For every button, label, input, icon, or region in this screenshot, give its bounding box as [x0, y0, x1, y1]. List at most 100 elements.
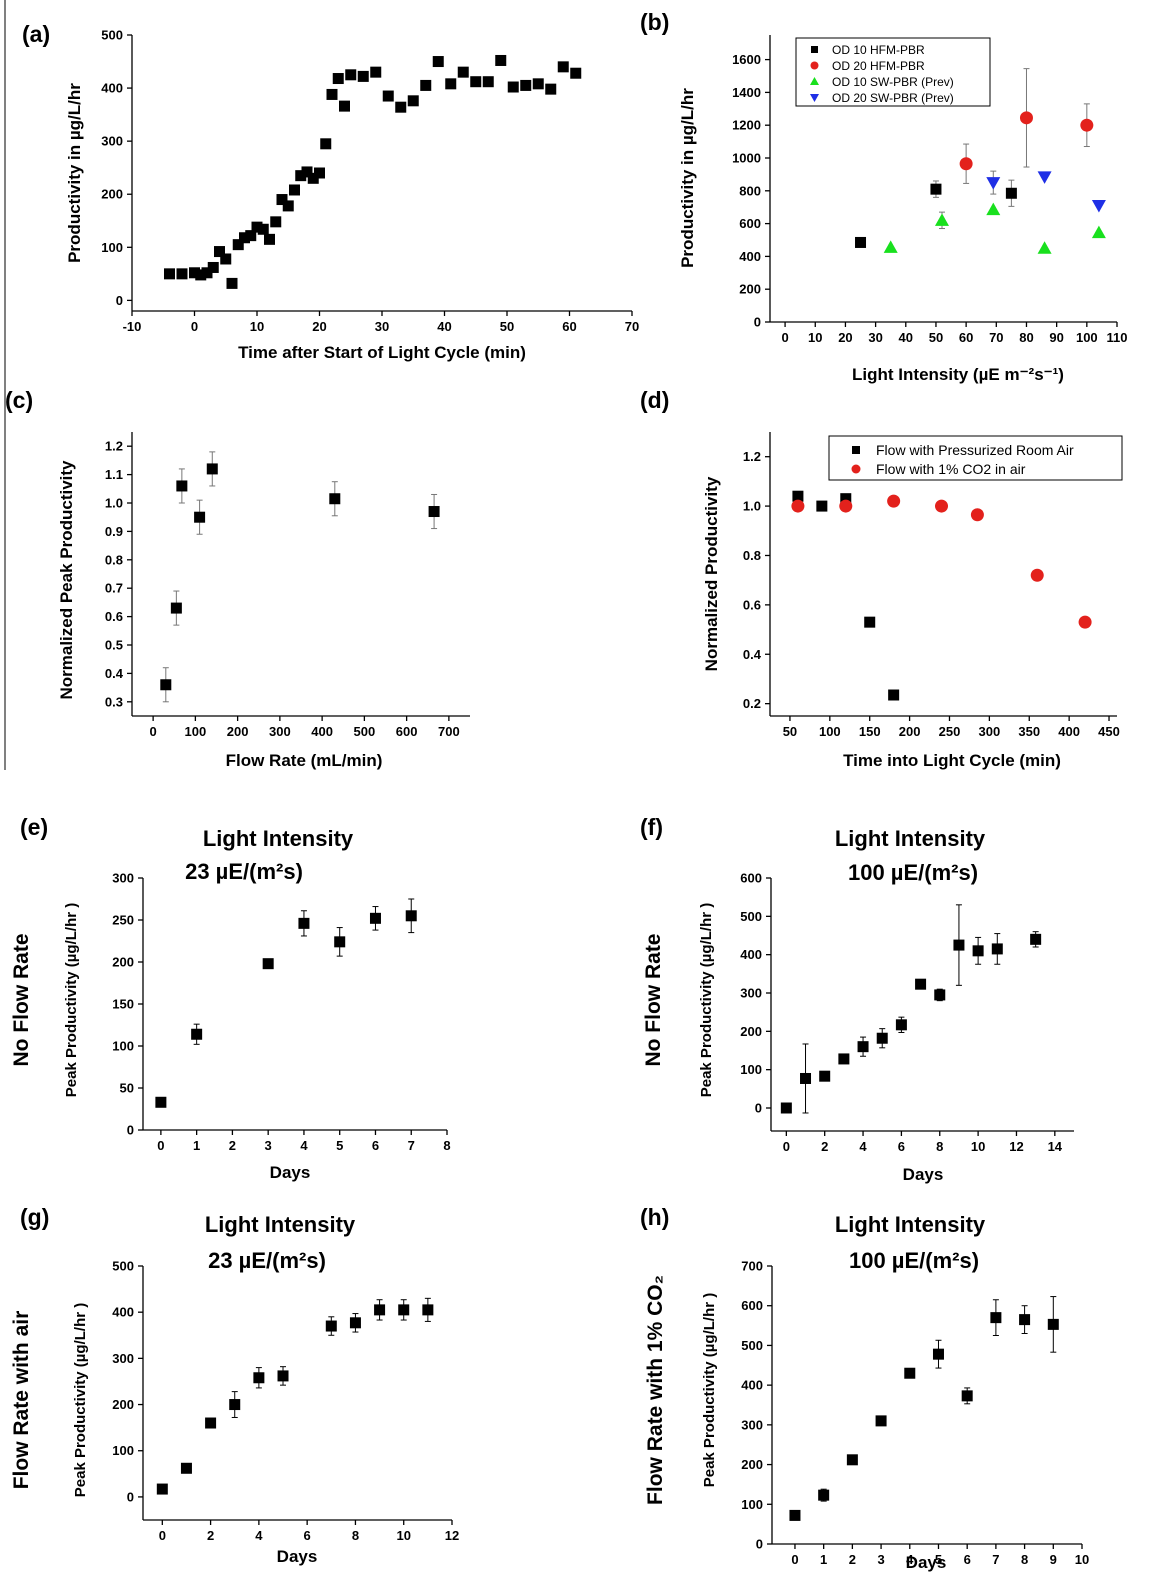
- x-tick-label: 60: [562, 319, 576, 334]
- legend-swatch: [851, 464, 861, 474]
- legend-label: OD 20 SW-PBR (Prev): [832, 91, 954, 105]
- data-point: [245, 230, 257, 242]
- y-tick-label: 100: [101, 240, 123, 255]
- data-point: [407, 95, 419, 107]
- data-point: [904, 1367, 916, 1379]
- data-point: [295, 170, 307, 182]
- chart-panel-b: (b) 0 10 20 30 40 50 60 70 80 90 100 110 0 200 400 600 80…: [640, 9, 1127, 384]
- data-point: [840, 493, 852, 505]
- legend-box: [795, 37, 991, 107]
- data-point: [883, 240, 898, 253]
- x-tick-label: 700: [438, 724, 460, 739]
- data-point: [800, 1072, 812, 1084]
- series-0: [780, 904, 1042, 1114]
- data-point: [972, 945, 984, 957]
- y-tick-label: 500: [740, 909, 762, 924]
- chart-panel-d: (d) 50 100 150 200 250 300 350 400 450 0.2 0.4 0.6 0.…: [640, 387, 1123, 770]
- data-point: [262, 958, 274, 970]
- x-tick-label: 2: [207, 1528, 214, 1543]
- x-tick-label: 50: [783, 724, 797, 739]
- data-point: [780, 1102, 792, 1114]
- x-tick-label: 1: [820, 1552, 827, 1567]
- x-tick-label: 10: [971, 1139, 985, 1154]
- x-tick-label: 100: [1076, 330, 1098, 345]
- y-tick-label: 0.6: [743, 597, 761, 612]
- y-tick-label: 0.5: [105, 638, 123, 653]
- data-point: [495, 54, 507, 66]
- y-tick-label: 600: [741, 1298, 763, 1313]
- x-tick-label: 70: [625, 319, 639, 334]
- y-tick-label: 150: [112, 997, 134, 1012]
- legend-label: OD 20 HFM-PBR: [832, 59, 925, 73]
- panel-label: (e): [20, 814, 48, 840]
- series-2: [883, 202, 1106, 254]
- panel-label: (b): [640, 9, 669, 35]
- data-point: [932, 1348, 944, 1360]
- x-axis-label: Days: [277, 1547, 318, 1566]
- panel-label: (g): [20, 1204, 49, 1230]
- x-tick-label: 100: [819, 724, 841, 739]
- x-tick-label: 6: [372, 1138, 379, 1153]
- data-point: [887, 494, 901, 508]
- chart-panel-f: (f) Light Intensity 100 µE/(m²s) No Flow Ra…: [640, 814, 1074, 1184]
- x-tick-label: 10: [808, 330, 822, 345]
- series-1: [959, 68, 1094, 184]
- data-point: [264, 233, 275, 245]
- data-point: [961, 1390, 973, 1402]
- data-point: [1080, 118, 1094, 132]
- legend-box: [828, 435, 1123, 481]
- data-point: [959, 157, 973, 171]
- y-axis-label: Peak Productivity (µg/L/hr ): [63, 903, 80, 1098]
- y-tick-label: 0.6: [105, 609, 123, 624]
- y-tick-label: 400: [101, 81, 123, 96]
- y-tick-label: 700: [741, 1259, 763, 1274]
- data-point: [1078, 615, 1092, 629]
- data-point: [201, 267, 213, 279]
- y-tick-label: 300: [112, 871, 134, 886]
- data-point: [270, 216, 282, 228]
- data-point: [819, 1070, 831, 1082]
- y-tick-label: 0.7: [105, 581, 123, 596]
- data-point: [334, 936, 346, 948]
- x-tick-label: 4: [859, 1139, 867, 1154]
- x-tick-label: 4: [255, 1528, 263, 1543]
- y-tick-label: 100: [112, 1443, 134, 1458]
- data-point: [791, 499, 805, 513]
- data-point: [839, 499, 853, 513]
- data-point: [339, 100, 350, 112]
- x-tick-label: 200: [227, 724, 249, 739]
- data-point: [164, 268, 175, 280]
- y-tick-label: 0.4: [743, 647, 762, 662]
- series-0: [792, 490, 900, 701]
- data-point: [253, 1372, 265, 1384]
- data-point: [1019, 1314, 1031, 1326]
- data-point: [846, 1454, 858, 1466]
- data-point: [420, 79, 432, 91]
- series-0: [855, 179, 1017, 248]
- x-tick-label: 4: [300, 1138, 308, 1153]
- y-tick-label: 1400: [732, 85, 761, 100]
- y-tick-label: 100: [741, 1497, 763, 1512]
- data-point: [520, 79, 532, 91]
- legend-label: Flow with Pressurized Room Air: [876, 442, 1074, 458]
- x-tick-label: 20: [312, 319, 326, 334]
- data-point: [789, 1509, 801, 1521]
- y-tick-label: 200: [101, 187, 123, 202]
- data-point: [398, 1304, 410, 1316]
- data-point: [557, 61, 569, 73]
- y-tick-label: 0.9: [105, 524, 123, 539]
- data-point: [374, 1304, 386, 1316]
- data-point: [180, 1462, 192, 1474]
- series-3: [986, 170, 1106, 213]
- y-tick-label: 200: [112, 1397, 134, 1412]
- y-tick-label: 200: [741, 1457, 763, 1472]
- x-axis-label: Flow Rate (mL/min): [226, 751, 383, 770]
- series-0: [160, 451, 440, 703]
- x-tick-label: 80: [1019, 330, 1033, 345]
- data-point: [545, 83, 557, 95]
- y-tick-label: 1000: [732, 151, 761, 166]
- x-tick-label: 1: [193, 1138, 200, 1153]
- x-tick-label: 12: [1009, 1139, 1023, 1154]
- data-point: [282, 200, 294, 212]
- series-0: [164, 54, 582, 289]
